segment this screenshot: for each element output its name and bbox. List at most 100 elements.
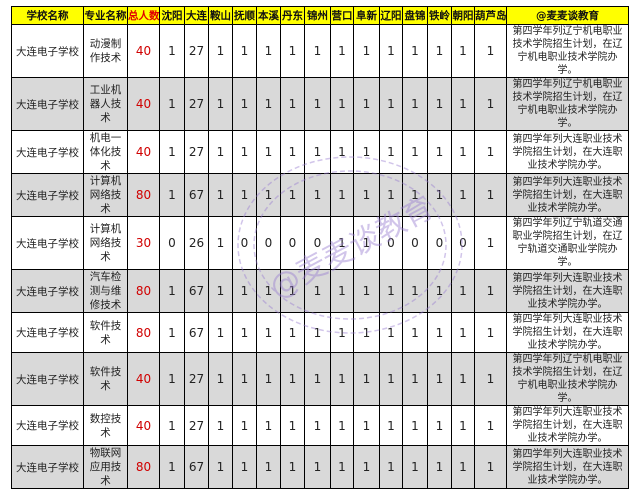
city-count-cell: 1 [232, 173, 257, 217]
city-count-cell: 1 [427, 173, 452, 217]
city-count-cell: 27 [184, 130, 209, 174]
city-count-cell: 1 [474, 24, 507, 78]
major-name-cell: 机电一体化技术 [83, 130, 128, 174]
city-count-cell: 1 [427, 77, 452, 131]
city-count-cell: 1 [474, 77, 507, 131]
city-count-cell: 1 [304, 173, 331, 217]
column-header: 总人数 [127, 6, 160, 25]
city-count-cell: 1 [402, 352, 428, 406]
table-row: 大连电子学校 计算机网络技术 80 1 67 1 1 1 1 1 1 1 1 1 1 1 1 第四学年列大连职业技… [11, 173, 629, 217]
city-count-cell: 1 [474, 445, 507, 489]
note-cell: 第四学年列辽宁机电职业技术学院招生计划，在辽宁机电职业技术学院办学。 [506, 77, 629, 131]
major-name-cell: 汽车检测与维修技术 [83, 269, 128, 313]
note-cell: 第四学年列大连职业技术学院招生计划，在大连职业技术学院办学。 [506, 312, 629, 353]
city-count-cell: 1 [474, 269, 507, 313]
city-count-cell: 1 [451, 24, 475, 78]
city-count-cell: 1 [159, 173, 185, 217]
city-count-cell: 1 [304, 269, 331, 313]
city-count-cell: 0 [451, 216, 475, 270]
city-count-cell: 1 [208, 312, 233, 353]
column-header: 鞍山 [208, 6, 233, 25]
city-count-cell: 1 [232, 269, 257, 313]
city-count-cell: 1 [330, 77, 354, 131]
city-count-cell: 1 [451, 312, 475, 353]
city-count-cell: 1 [232, 352, 257, 406]
total-count-cell: 40 [127, 77, 160, 131]
major-name-cell: 软件技术 [83, 312, 128, 353]
table-row: 大连电子学校 数控技术 40 1 27 1 1 1 1 1 1 1 1 1 1 1 1 第四学年列大连职业技术学院… [11, 405, 629, 446]
column-header: 盘锦 [402, 6, 428, 25]
city-count-cell: 1 [208, 269, 233, 313]
city-count-cell: 1 [451, 352, 475, 406]
city-count-cell: 1 [232, 405, 257, 446]
city-count-cell: 1 [304, 405, 331, 446]
city-count-cell: 1 [402, 173, 428, 217]
city-count-cell: 1 [353, 216, 380, 270]
city-count-cell: 67 [184, 445, 209, 489]
city-count-cell: 1 [451, 173, 475, 217]
city-count-cell: 1 [232, 24, 257, 78]
table-row: 大连电子学校 物联网应用技术 80 1 67 1 1 1 1 1 1 1 1 1 1 1 1 第四学年列大连职业技… [11, 445, 629, 489]
city-count-cell: 1 [304, 352, 331, 406]
city-count-cell: 27 [184, 77, 209, 131]
city-count-cell: 1 [208, 130, 233, 174]
table-row: 大连电子学校 汽车检测与维修技术 80 1 67 1 1 1 1 1 1 1 1 1 1 1 1 第四学年列大连职… [11, 269, 629, 313]
column-header: 丹东 [280, 6, 305, 25]
school-name-cell: 大连电子学校 [11, 24, 84, 78]
city-count-cell: 1 [159, 269, 185, 313]
city-count-cell: 27 [184, 405, 209, 446]
column-header: 专业名称 [83, 6, 128, 25]
city-count-cell: 67 [184, 312, 209, 353]
city-count-cell: 0 [232, 216, 257, 270]
city-count-cell: 1 [379, 269, 403, 313]
city-count-cell: 1 [330, 130, 354, 174]
city-count-cell: 1 [256, 24, 281, 78]
city-count-cell: 1 [402, 445, 428, 489]
city-count-cell: 26 [184, 216, 209, 270]
major-name-cell: 计算机网络技术 [83, 173, 128, 217]
city-count-cell: 1 [379, 445, 403, 489]
city-count-cell: 1 [330, 173, 354, 217]
city-count-cell: 1 [353, 405, 380, 446]
city-count-cell: 1 [427, 352, 452, 406]
school-name-cell: 大连电子学校 [11, 269, 84, 313]
city-count-cell: 27 [184, 352, 209, 406]
city-count-cell: 1 [353, 173, 380, 217]
city-count-cell: 1 [256, 312, 281, 353]
city-count-cell: 1 [256, 269, 281, 313]
city-count-cell: 0 [379, 216, 403, 270]
city-count-cell: 1 [330, 216, 354, 270]
city-count-cell: 0 [256, 216, 281, 270]
city-count-cell: 1 [427, 130, 452, 174]
total-count-cell: 80 [127, 312, 160, 353]
city-count-cell: 1 [379, 24, 403, 78]
city-count-cell: 1 [474, 312, 507, 353]
note-cell: 第四学年列辽宁机电职业技术学院招生计划，在辽宁机电职业技术学院办学。 [506, 24, 629, 78]
city-count-cell: 1 [256, 77, 281, 131]
major-name-cell: 物联网应用技术 [83, 445, 128, 489]
city-count-cell: 1 [353, 24, 380, 78]
city-count-cell: 1 [280, 130, 305, 174]
city-count-cell: 1 [353, 269, 380, 313]
city-count-cell: 0 [402, 216, 428, 270]
city-count-cell: 1 [159, 445, 185, 489]
city-count-cell: 1 [330, 445, 354, 489]
school-name-cell: 大连电子学校 [11, 352, 84, 406]
city-count-cell: 1 [232, 445, 257, 489]
city-count-cell: 1 [427, 405, 452, 446]
city-count-cell: 1 [330, 312, 354, 353]
city-count-cell: 1 [379, 130, 403, 174]
total-count-cell: 80 [127, 445, 160, 489]
city-count-cell: 1 [451, 405, 475, 446]
note-cell: 第四学年列辽宁轨道交通职业学院招生计划，在辽宁轨道交通职业学院办学。 [506, 216, 629, 270]
city-count-cell: 1 [474, 130, 507, 174]
city-count-cell: 1 [280, 405, 305, 446]
column-header: 锦州 [304, 6, 331, 25]
city-count-cell: 1 [353, 352, 380, 406]
city-count-cell: 1 [232, 312, 257, 353]
note-cell: 第四学年列大连职业技术学院招生计划，在大连职业技术学院办学。 [506, 405, 629, 446]
total-count-cell: 40 [127, 24, 160, 78]
city-count-cell: 1 [402, 405, 428, 446]
city-count-cell: 1 [427, 445, 452, 489]
city-count-cell: 1 [402, 312, 428, 353]
